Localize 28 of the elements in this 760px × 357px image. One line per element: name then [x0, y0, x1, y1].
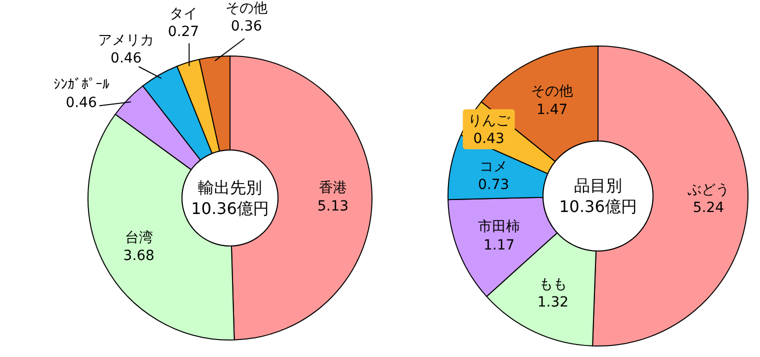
- data-label: 0.46: [110, 50, 142, 67]
- slice-label: 台湾: [124, 230, 153, 246]
- slice-label: コメ: [480, 158, 508, 175]
- data-label: 0.43: [473, 131, 504, 148]
- data-label: 1.47: [536, 102, 568, 118]
- slice-label: ｼﾝｶﾞﾎﾟｰﾙ: [53, 76, 110, 93]
- slice-label: 市田柿: [478, 219, 520, 236]
- data-label: 0.46: [66, 95, 97, 112]
- text: 10.36億円: [559, 197, 637, 216]
- data-label: 0.73: [478, 177, 510, 194]
- slice-label: その他: [225, 0, 268, 17]
- data-label: 5.13: [317, 198, 349, 214]
- slice-label: りんご: [468, 113, 511, 130]
- slice-label: その他: [531, 84, 574, 100]
- data-label: 1.32: [537, 294, 569, 311]
- data-label: 0.27: [168, 24, 200, 40]
- slice-label: もも: [538, 276, 567, 292]
- data-label: 3.68: [123, 248, 154, 264]
- slice-label: アメリカ: [98, 32, 154, 48]
- text: 輸出先別: [198, 178, 262, 198]
- slice-label: 香港: [318, 180, 347, 196]
- slice-label: ぶどう: [687, 182, 730, 198]
- data-label: 5.24: [692, 200, 724, 216]
- text: 10.36億円: [191, 199, 269, 218]
- data-label: 0.36: [230, 18, 262, 35]
- text: 品目別: [574, 176, 622, 196]
- data-label: 1.17: [483, 237, 515, 254]
- slice-label: タイ: [170, 6, 198, 22]
